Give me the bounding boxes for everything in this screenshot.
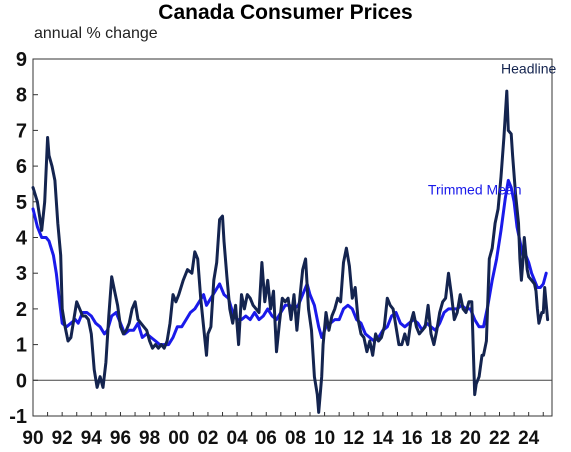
x-tick-label: 20: [460, 428, 481, 449]
x-tick-label: 92: [52, 428, 73, 449]
x-tick-label: 14: [372, 428, 394, 449]
y-axis: 9 8 7 6 5 4 3 2 1 0 -1: [9, 49, 38, 428]
y-tick-label: -1: [9, 406, 27, 428]
x-axis: 90 92 94 96 98 00 02 04 06 08 10 12 14 16 18 20 22 24: [22, 412, 544, 449]
y-tick-label: 0: [16, 370, 27, 392]
x-tick-label: 96: [110, 428, 131, 449]
y-tick-label: 9: [16, 49, 27, 71]
y-tick-label: 6: [16, 156, 27, 178]
x-tick-label: 24: [518, 428, 540, 449]
chart-title: Canada Consumer Prices: [158, 1, 413, 24]
x-tick-label: 00: [168, 428, 189, 449]
y-tick-label: 5: [16, 192, 27, 214]
y-tick-label: 4: [16, 228, 28, 250]
x-tick-label: 10: [314, 428, 335, 449]
x-tick-label: 98: [139, 428, 160, 449]
y-tick-label: 3: [16, 263, 27, 285]
y-tick-label: 7: [16, 120, 27, 142]
x-tick-label: 90: [22, 428, 43, 449]
x-tick-label: 06: [256, 428, 277, 449]
y-axis-unit-label: annual % change: [34, 25, 158, 42]
x-tick-label: 12: [343, 428, 364, 449]
y-tick-label: 8: [16, 85, 27, 107]
annotations: Headline Trimmed Mean: [428, 60, 557, 197]
x-tick-label: 22: [489, 428, 510, 449]
x-tick-label: 16: [401, 428, 422, 449]
annotation-headline: Headline: [501, 60, 556, 76]
y-tick-label: 1: [16, 335, 27, 357]
x-tick-label: 18: [431, 428, 452, 449]
series-line-headline: [31, 89, 550, 414]
series-group: [31, 89, 550, 414]
y-tick-label: 2: [16, 299, 27, 321]
x-tick-label: 02: [197, 428, 218, 449]
x-tick-label: 04: [227, 428, 249, 449]
annotation-trimmed-mean: Trimmed Mean: [428, 182, 522, 198]
x-tick-label: 08: [285, 428, 306, 449]
x-tick-label: 94: [81, 428, 103, 449]
